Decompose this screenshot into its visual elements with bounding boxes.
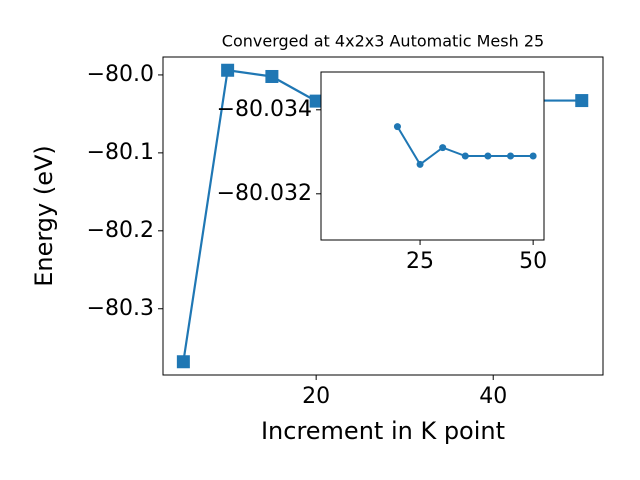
marker — [309, 94, 323, 108]
marker — [221, 63, 235, 77]
y-tick-label: −80.2 — [87, 218, 154, 243]
marker — [439, 144, 447, 152]
marker — [575, 94, 589, 108]
plot-group — [393, 123, 537, 168]
chart-title: Converged at 4x2x3 Automatic Mesh 25 — [222, 32, 544, 51]
marker — [176, 355, 190, 369]
marker — [461, 152, 469, 160]
x-tick-label: 40 — [479, 384, 507, 409]
x-tick-label: 25 — [406, 249, 434, 274]
marker — [529, 152, 537, 160]
y-axis-label: Energy (eV) — [30, 145, 58, 287]
y-tick-label: −80.0 — [87, 62, 154, 87]
marker — [484, 152, 492, 160]
y-tick-label: −80.1 — [87, 140, 154, 165]
marker — [507, 152, 515, 160]
x-tick-label: 50 — [519, 249, 547, 274]
x-tick-label: 20 — [302, 384, 330, 409]
marker — [393, 123, 401, 131]
y-tick-label: −80.3 — [87, 296, 154, 321]
y-tick-label: −80.034 — [217, 97, 312, 122]
marker — [416, 160, 424, 168]
y-tick-label: −80.032 — [217, 181, 312, 206]
axes-frame — [320, 71, 545, 241]
axes-frame — [162, 56, 604, 376]
x-axis-label: Increment in K point — [261, 417, 505, 445]
marker — [265, 69, 279, 83]
